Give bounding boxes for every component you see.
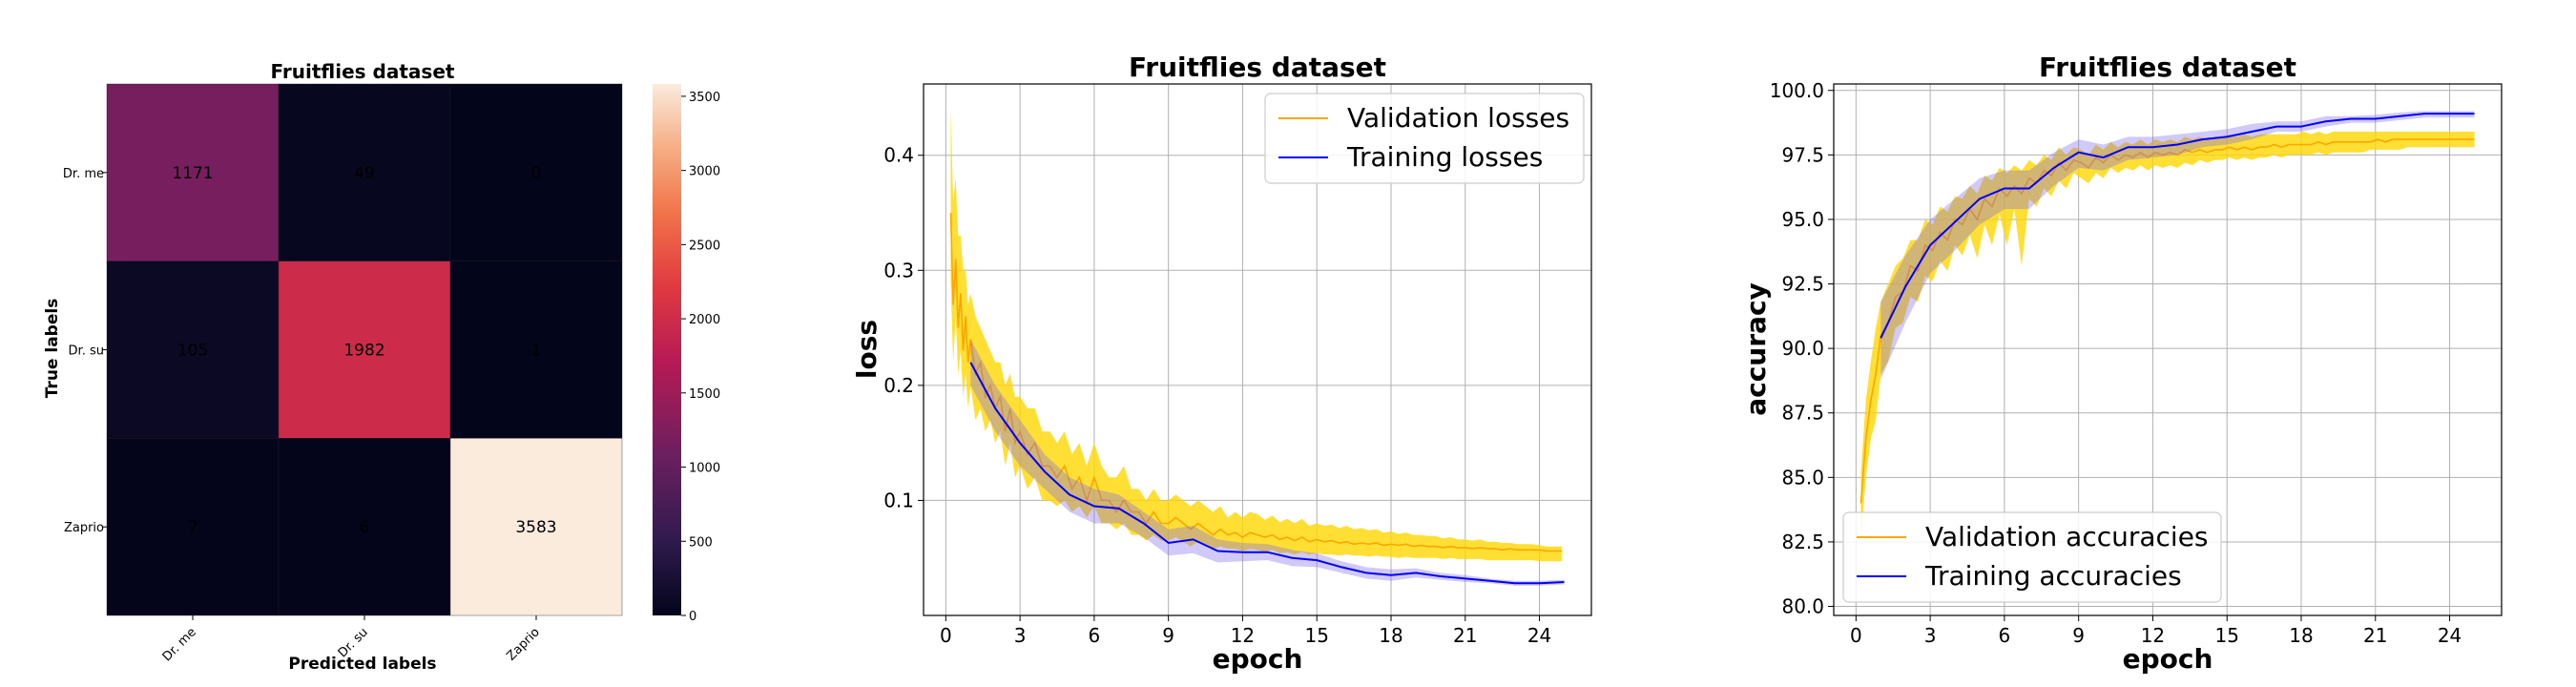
heatmap-title: Fruitflies dataset [271,60,455,83]
accuracy-ytick-label: 92.5 [1781,273,1824,296]
accuracy-ytick-label: 97.5 [1781,143,1824,166]
accuracy-ytick-label: 85.0 [1781,466,1824,489]
loss-legend-label-validation: Validation losses [1347,102,1569,134]
accuracy-ytick-label: 87.5 [1781,402,1824,425]
loss-ytick-label: 0.1 [883,489,914,511]
accuracy-axes-frame [1833,83,2503,616]
loss-ylabel: loss [851,320,883,379]
accuracy-xtick-label: 21 [2363,624,2387,647]
loss-title: Fruitflies dataset [1129,52,1386,83]
colorbar-tick-label: 500 [689,535,713,550]
accuracy-xtick-label: 18 [2289,624,2313,647]
heatmap-ytick-label: Dr. su [69,344,104,359]
heatmap-ytick-label: Dr. me [63,167,104,181]
loss-xtick-label: 21 [1453,624,1477,647]
heatmap-cell-value: 1171 [172,164,213,183]
accuracy-legend-label-training: Training accuracies [1924,560,2182,592]
heatmap-xtick-label: Zaprio [504,625,542,663]
heatmap-xlabel: Predicted labels [288,655,436,674]
loss-xtick-label: 3 [1014,624,1027,647]
loss-ytick-label: 0.4 [883,144,914,167]
accuracy-ytick-label: 82.5 [1781,531,1824,553]
heatmap-cell-value: 3583 [515,518,556,537]
colorbar-tick-label: 2500 [689,239,720,253]
colorbar [653,84,681,615]
heatmap-ytick-label: Zaprio [64,521,104,535]
accuracy-ytick-label: 100.0 [1770,79,1824,102]
heatmap-xtick-label: Dr. me [160,625,199,664]
colorbar-tick-label: 0 [689,610,696,624]
heatmap-cell [278,83,451,261]
colorbar-tick-label: 2000 [689,313,720,327]
accuracy-xtick-label: 24 [2438,624,2462,647]
accuracy-training-band [1880,111,2475,380]
heatmap-cell [449,260,623,439]
heatmap-cell [449,83,623,261]
colorbar-tick-label: 1000 [689,462,720,476]
accuracy-title: Fruitflies dataset [2039,52,2296,83]
loss-legend-label-training: Training losses [1346,141,1543,173]
loss-legend: Validation losses Training losses [1264,93,1585,184]
loss-panel: Fruitflies dataset 0 3 6 9 12 15 18 21 24 0.1 0.2 0… [851,52,1592,675]
colorbar-tick-label: 1500 [689,387,720,402]
accuracy-ytick-label: 80.0 [1781,595,1824,618]
loss-training-line [969,362,1565,585]
heatmap-cell-value: 49 [354,164,375,183]
loss-ytick-label: 0.3 [883,259,914,281]
heatmap-cell-value: 1 [531,342,542,361]
accuracy-ytick-label: 90.0 [1781,337,1824,360]
accuracy-legend-label-validation: Validation accuracies [1925,521,2209,552]
loss-xtick-label: 12 [1231,624,1255,647]
colorbar-tick-label: 3500 [689,91,720,105]
loss-xtick-label: 24 [1527,624,1551,647]
accuracy-validation-line [1859,138,2475,504]
accuracy-ylabel: accuracy [1740,282,1772,416]
accuracy-xlabel: epoch [2123,643,2213,675]
accuracy-xtick-label: 6 [1999,624,2011,647]
loss-xlabel: epoch [1213,643,1303,675]
loss-xtick-label: 18 [1379,624,1402,647]
heatmap-cell [106,83,280,261]
accuracy-xtick-label: 15 [2214,624,2238,647]
accuracy-validation-band [1860,132,2475,540]
accuracy-ytick-label: 95.0 [1781,208,1824,231]
colorbar-tick-label: 3000 [689,165,720,179]
accuracy-xtick-label: 0 [1850,624,1862,647]
accuracy-training-line [1880,113,2475,339]
accuracy-xtick-label: 3 [1924,624,1937,647]
accuracy-xtick-label: 9 [2072,624,2085,647]
loss-validation-line [949,212,1562,552]
loss-xtick-label: 15 [1304,624,1328,647]
loss-ytick-label: 0.2 [883,374,914,397]
loss-xtick-label: 0 [940,624,952,647]
accuracy-xtick-label: 12 [2141,624,2165,647]
heatmap-cell-value: 6 [360,518,370,537]
heatmap-cell-value: 1982 [343,342,384,361]
heatmap-cell [106,260,280,439]
heatmap-cell-value: 7 [188,518,198,537]
heatmap-cell-value: 105 [177,342,208,361]
heatmap-cell [106,438,280,616]
loss-axes-frame [923,83,1592,616]
loss-xtick-label: 9 [1162,624,1174,647]
confusion-matrix-panel: Fruitflies dataset 1171 49 0 105 1982 1 7 6 3583… [43,60,720,674]
heatmap-ylabel: True labels [43,299,62,399]
accuracy-legend: Validation accuracies Training accuracie… [1842,511,2222,603]
heatmap-cell [278,260,451,439]
heatmap-cell [278,438,451,616]
accuracy-panel: Fruitflies dataset 0 3 6 9 12 15 18 21 24 80.0 82.… [1740,52,2503,675]
loss-xtick-label: 6 [1089,624,1101,647]
heatmap-cell-value: 0 [531,164,542,183]
